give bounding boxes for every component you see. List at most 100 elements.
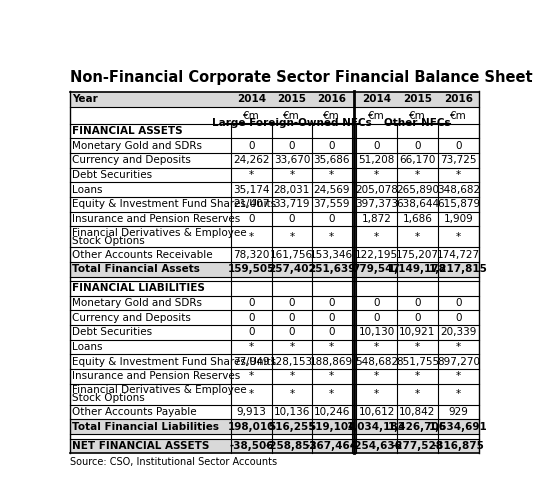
Text: 0: 0 xyxy=(329,141,335,151)
Text: 0: 0 xyxy=(249,298,255,308)
Text: €m: €m xyxy=(368,111,385,121)
Text: 0: 0 xyxy=(373,313,380,323)
Text: 20,339: 20,339 xyxy=(440,328,476,338)
Text: 0: 0 xyxy=(289,328,295,338)
Text: Stock Options: Stock Options xyxy=(72,236,145,246)
Text: 161,756: 161,756 xyxy=(270,249,314,260)
Text: 2015: 2015 xyxy=(277,95,306,105)
Text: *: * xyxy=(415,342,420,352)
Text: 2016: 2016 xyxy=(317,95,346,105)
Text: 10,921: 10,921 xyxy=(399,328,436,338)
Text: 779,547: 779,547 xyxy=(353,264,400,274)
Text: €m: €m xyxy=(324,111,340,121)
Text: Debt Securities: Debt Securities xyxy=(72,328,152,338)
Text: €m: €m xyxy=(284,111,300,121)
Text: 37,559: 37,559 xyxy=(314,199,350,209)
Text: 251,639: 251,639 xyxy=(308,264,355,274)
Text: Other NFCs: Other NFCs xyxy=(384,118,451,128)
Text: 0: 0 xyxy=(373,141,380,151)
Text: -258,853: -258,853 xyxy=(266,441,317,451)
Text: 78,320: 78,320 xyxy=(234,249,270,260)
Text: Stock Options: Stock Options xyxy=(72,393,145,403)
Text: 10,130: 10,130 xyxy=(359,328,395,338)
Text: 2014: 2014 xyxy=(237,95,266,105)
Text: 0: 0 xyxy=(414,298,421,308)
Text: €m: €m xyxy=(409,111,426,121)
Text: 159,505: 159,505 xyxy=(228,264,275,274)
Text: 66,170: 66,170 xyxy=(399,155,436,165)
Text: Source: CSO, Institutional Sector Accounts: Source: CSO, Institutional Sector Accoun… xyxy=(70,457,277,467)
Text: 153,346: 153,346 xyxy=(310,249,353,260)
Text: *: * xyxy=(374,342,379,352)
Text: 35,174: 35,174 xyxy=(234,185,270,195)
Text: *: * xyxy=(249,232,254,242)
Text: *: * xyxy=(456,389,461,399)
Text: 929: 929 xyxy=(449,407,468,417)
Text: Non-Financial Corporate Sector Financial Balance Sheet: Non-Financial Corporate Sector Financial… xyxy=(70,70,532,85)
Text: 0: 0 xyxy=(329,214,335,224)
Text: 1,909: 1,909 xyxy=(444,214,473,224)
Text: *: * xyxy=(289,232,295,242)
Text: NET FINANCIAL ASSETS: NET FINANCIAL ASSETS xyxy=(72,441,209,451)
Text: 516,255: 516,255 xyxy=(268,422,316,431)
Text: 24,569: 24,569 xyxy=(314,185,350,195)
Text: Large Foreign-Owned NFCs: Large Foreign-Owned NFCs xyxy=(211,118,371,128)
Text: *: * xyxy=(249,371,254,381)
Text: *: * xyxy=(456,342,461,352)
Text: *: * xyxy=(415,232,420,242)
Text: *: * xyxy=(249,342,254,352)
Text: 28,031: 28,031 xyxy=(274,185,310,195)
Text: 175,207: 175,207 xyxy=(396,249,439,260)
Text: Loans: Loans xyxy=(72,185,102,195)
Text: 1,534,691: 1,534,691 xyxy=(429,422,488,431)
Text: -316,875: -316,875 xyxy=(433,441,484,451)
Text: 10,136: 10,136 xyxy=(274,407,310,417)
Text: 77,949: 77,949 xyxy=(234,357,270,367)
Text: 0: 0 xyxy=(455,141,461,151)
Text: *: * xyxy=(415,389,420,399)
Text: 10,246: 10,246 xyxy=(314,407,350,417)
Text: 615,879: 615,879 xyxy=(437,199,480,209)
Text: 0: 0 xyxy=(289,298,295,308)
Text: Monetary Gold and SDRs: Monetary Gold and SDRs xyxy=(72,141,202,151)
Text: *: * xyxy=(249,170,254,180)
Text: *: * xyxy=(456,232,461,242)
Text: 73,725: 73,725 xyxy=(440,155,476,165)
Bar xyxy=(70,262,479,277)
Text: *: * xyxy=(329,342,334,352)
Text: 851,755: 851,755 xyxy=(396,357,439,367)
Text: 1,426,706: 1,426,706 xyxy=(388,422,447,431)
Text: Financial Derivatives & Employee: Financial Derivatives & Employee xyxy=(72,385,246,395)
Text: *: * xyxy=(374,170,379,180)
Text: 2015: 2015 xyxy=(403,95,432,105)
Text: 0: 0 xyxy=(289,214,295,224)
Text: 0: 0 xyxy=(249,214,255,224)
Text: Equity & Investment Fund Shares/Units: Equity & Investment Fund Shares/Units xyxy=(72,357,276,367)
Text: *: * xyxy=(289,342,295,352)
Text: FINANCIAL ASSETS: FINANCIAL ASSETS xyxy=(72,126,182,136)
Text: 548,682: 548,682 xyxy=(355,357,398,367)
Text: 0: 0 xyxy=(329,298,335,308)
Text: Monetary Gold and SDRs: Monetary Gold and SDRs xyxy=(72,298,202,308)
Text: 265,890: 265,890 xyxy=(396,185,439,195)
Text: Equity & Investment Fund Shares/Units: Equity & Investment Fund Shares/Units xyxy=(72,199,276,209)
Text: 122,195: 122,195 xyxy=(355,249,398,260)
Text: 0: 0 xyxy=(289,141,295,151)
Text: 10,842: 10,842 xyxy=(399,407,436,417)
Text: FINANCIAL LIABILITIES: FINANCIAL LIABILITIES xyxy=(72,284,205,294)
Text: *: * xyxy=(329,232,334,242)
Text: *: * xyxy=(456,371,461,381)
Text: *: * xyxy=(415,170,420,180)
Text: 257,402: 257,402 xyxy=(268,264,316,274)
Text: 0: 0 xyxy=(455,313,461,323)
Text: 397,373: 397,373 xyxy=(355,199,398,209)
Text: *: * xyxy=(289,389,295,399)
Text: €m: €m xyxy=(243,111,260,121)
Text: 205,078: 205,078 xyxy=(355,185,398,195)
Text: Debt Securities: Debt Securities xyxy=(72,170,152,180)
Text: 1,217,815: 1,217,815 xyxy=(429,264,488,274)
Text: 0: 0 xyxy=(289,313,295,323)
Text: *: * xyxy=(374,389,379,399)
Text: 519,104: 519,104 xyxy=(308,422,355,431)
Bar xyxy=(70,419,479,434)
